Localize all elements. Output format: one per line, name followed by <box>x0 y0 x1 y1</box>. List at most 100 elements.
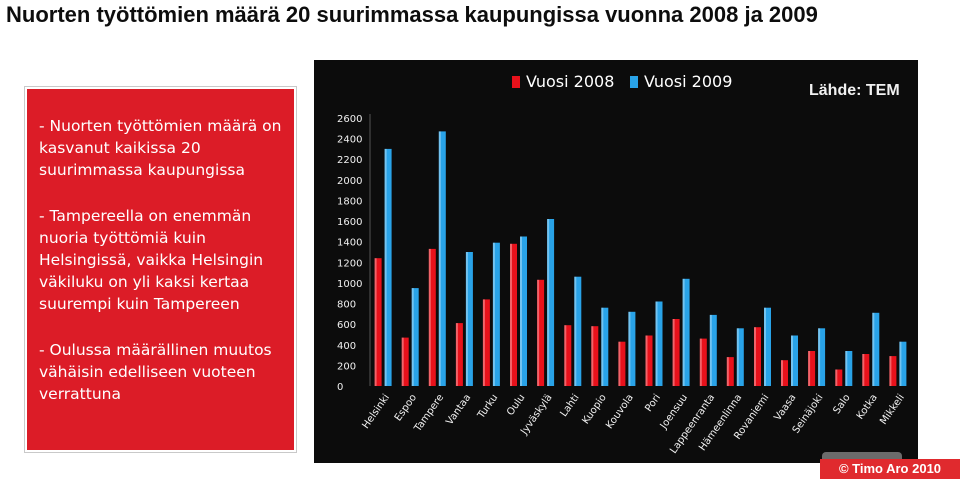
bar-2009 <box>872 312 880 386</box>
bar-highlight <box>591 326 594 386</box>
y-tick-label: 2000 <box>337 176 362 187</box>
decorative-tab <box>822 452 902 459</box>
bar-highlight <box>374 258 377 386</box>
y-tick-label: 1000 <box>337 279 362 290</box>
bar-2008 <box>835 369 843 386</box>
source-label: Lähde: TEM <box>803 80 906 102</box>
bar-highlight <box>455 323 458 386</box>
bar-2009 <box>736 328 744 386</box>
legend-2009: Vuosi 2009 <box>630 72 732 91</box>
bar-2009 <box>411 288 419 386</box>
bar-highlight <box>618 341 621 386</box>
bar-2009 <box>465 252 473 386</box>
bar-2008 <box>645 335 653 386</box>
x-tick-label: Kouvola <box>604 392 636 431</box>
bar-2008 <box>726 357 734 386</box>
bar-highlight <box>736 328 739 386</box>
summary-box: - Nuorten työttömien määrä on kasvanut k… <box>24 86 297 453</box>
bar-2009 <box>520 236 527 386</box>
bar-highlight <box>754 327 756 386</box>
bar-highlight <box>808 351 811 386</box>
bar-2009 <box>547 219 555 386</box>
bar-highlight <box>574 276 577 386</box>
x-tick-label: Salo <box>831 392 852 416</box>
bar-highlight <box>889 356 892 386</box>
bar-2008 <box>455 323 463 386</box>
legend-2008: Vuosi 2008 <box>512 72 614 91</box>
bar-highlight <box>818 328 821 386</box>
y-tick-label: 2400 <box>337 135 362 146</box>
x-tick-label: Lahti <box>559 392 582 419</box>
bar-2009 <box>845 351 853 386</box>
y-tick-label: 2200 <box>337 155 362 166</box>
bar-2008 <box>889 356 897 386</box>
bar-2009 <box>492 242 500 386</box>
bar-highlight <box>411 288 414 386</box>
bullet-3: - Oulussa määrällinen muutos vähäisin ed… <box>39 341 272 403</box>
x-tick-label: Mikkeli <box>878 392 907 426</box>
bar-2008 <box>510 243 517 386</box>
bar-2008 <box>781 360 788 386</box>
bar-highlight <box>655 301 658 386</box>
x-tick-label: Kuopio <box>580 392 608 426</box>
bar-highlight <box>547 219 550 386</box>
bar-highlight <box>781 360 783 386</box>
bar-highlight <box>510 243 512 386</box>
y-tick-label: 600 <box>337 320 356 331</box>
page-title: Nuorten työttömien määrä 20 suurimmassa … <box>6 2 818 27</box>
chart-panel <box>314 60 918 463</box>
bar-2009 <box>791 335 798 386</box>
bar-2008 <box>428 248 436 386</box>
bullet-2: - Tampereella on enemmän nuoria työttömi… <box>39 207 264 313</box>
bar-highlight <box>764 307 766 386</box>
bar-highlight <box>537 279 540 386</box>
bar-highlight <box>401 337 404 386</box>
bar-2009 <box>574 276 582 386</box>
legend-label-2009: Vuosi 2009 <box>644 72 733 91</box>
copyright-badge: © Timo Aro 2010 <box>820 459 960 479</box>
bar-highlight <box>428 248 431 386</box>
bar-2009 <box>628 311 636 386</box>
bar-2009 <box>899 341 907 386</box>
bar-2008 <box>699 338 707 386</box>
legend-label-2008: Vuosi 2008 <box>526 72 615 91</box>
bar-highlight <box>384 148 387 386</box>
bar-highlight <box>564 325 567 386</box>
y-tick-label: 1400 <box>337 238 362 249</box>
bar-2008 <box>862 354 870 386</box>
y-tick-label: 2600 <box>337 114 362 125</box>
bar-highlight <box>699 338 702 386</box>
bar-highlight <box>726 357 729 386</box>
bar-2009 <box>601 307 609 386</box>
bar-highlight <box>899 341 902 386</box>
bar-highlight <box>465 252 468 386</box>
bar-highlight <box>438 131 441 386</box>
x-tick-label: Pori <box>643 392 663 414</box>
bar-highlight <box>601 307 604 386</box>
bar-highlight <box>628 311 631 386</box>
y-tick-label: 1200 <box>337 258 362 269</box>
bar-highlight <box>872 312 875 386</box>
bar-highlight <box>645 335 648 386</box>
bar-2008 <box>401 337 409 386</box>
legend-swatch-2008 <box>512 76 520 88</box>
bar-2008 <box>482 299 490 386</box>
bar-2008 <box>564 325 572 386</box>
y-tick-label: 1600 <box>337 217 362 228</box>
bar-highlight <box>835 369 838 386</box>
bar-2008 <box>591 326 599 386</box>
bullet-1: - Nuorten työttömien määrä on kasvanut k… <box>39 117 282 179</box>
legend-swatch-2009 <box>630 76 638 88</box>
bar-2008 <box>618 341 626 386</box>
x-tick-label: Oulu <box>505 392 527 417</box>
y-tick-label: 200 <box>337 361 356 372</box>
y-tick-label: 400 <box>337 341 356 352</box>
bar-2009 <box>764 307 771 386</box>
bar-2008 <box>808 351 816 386</box>
bar-highlight <box>862 354 865 386</box>
x-tick-label: Turku <box>475 392 500 421</box>
x-tick-label: Vaasa <box>772 392 798 423</box>
x-tick-label: Helsinki <box>360 392 392 431</box>
bar-2009 <box>682 278 690 386</box>
x-tick-label: Vantaa <box>444 392 473 427</box>
